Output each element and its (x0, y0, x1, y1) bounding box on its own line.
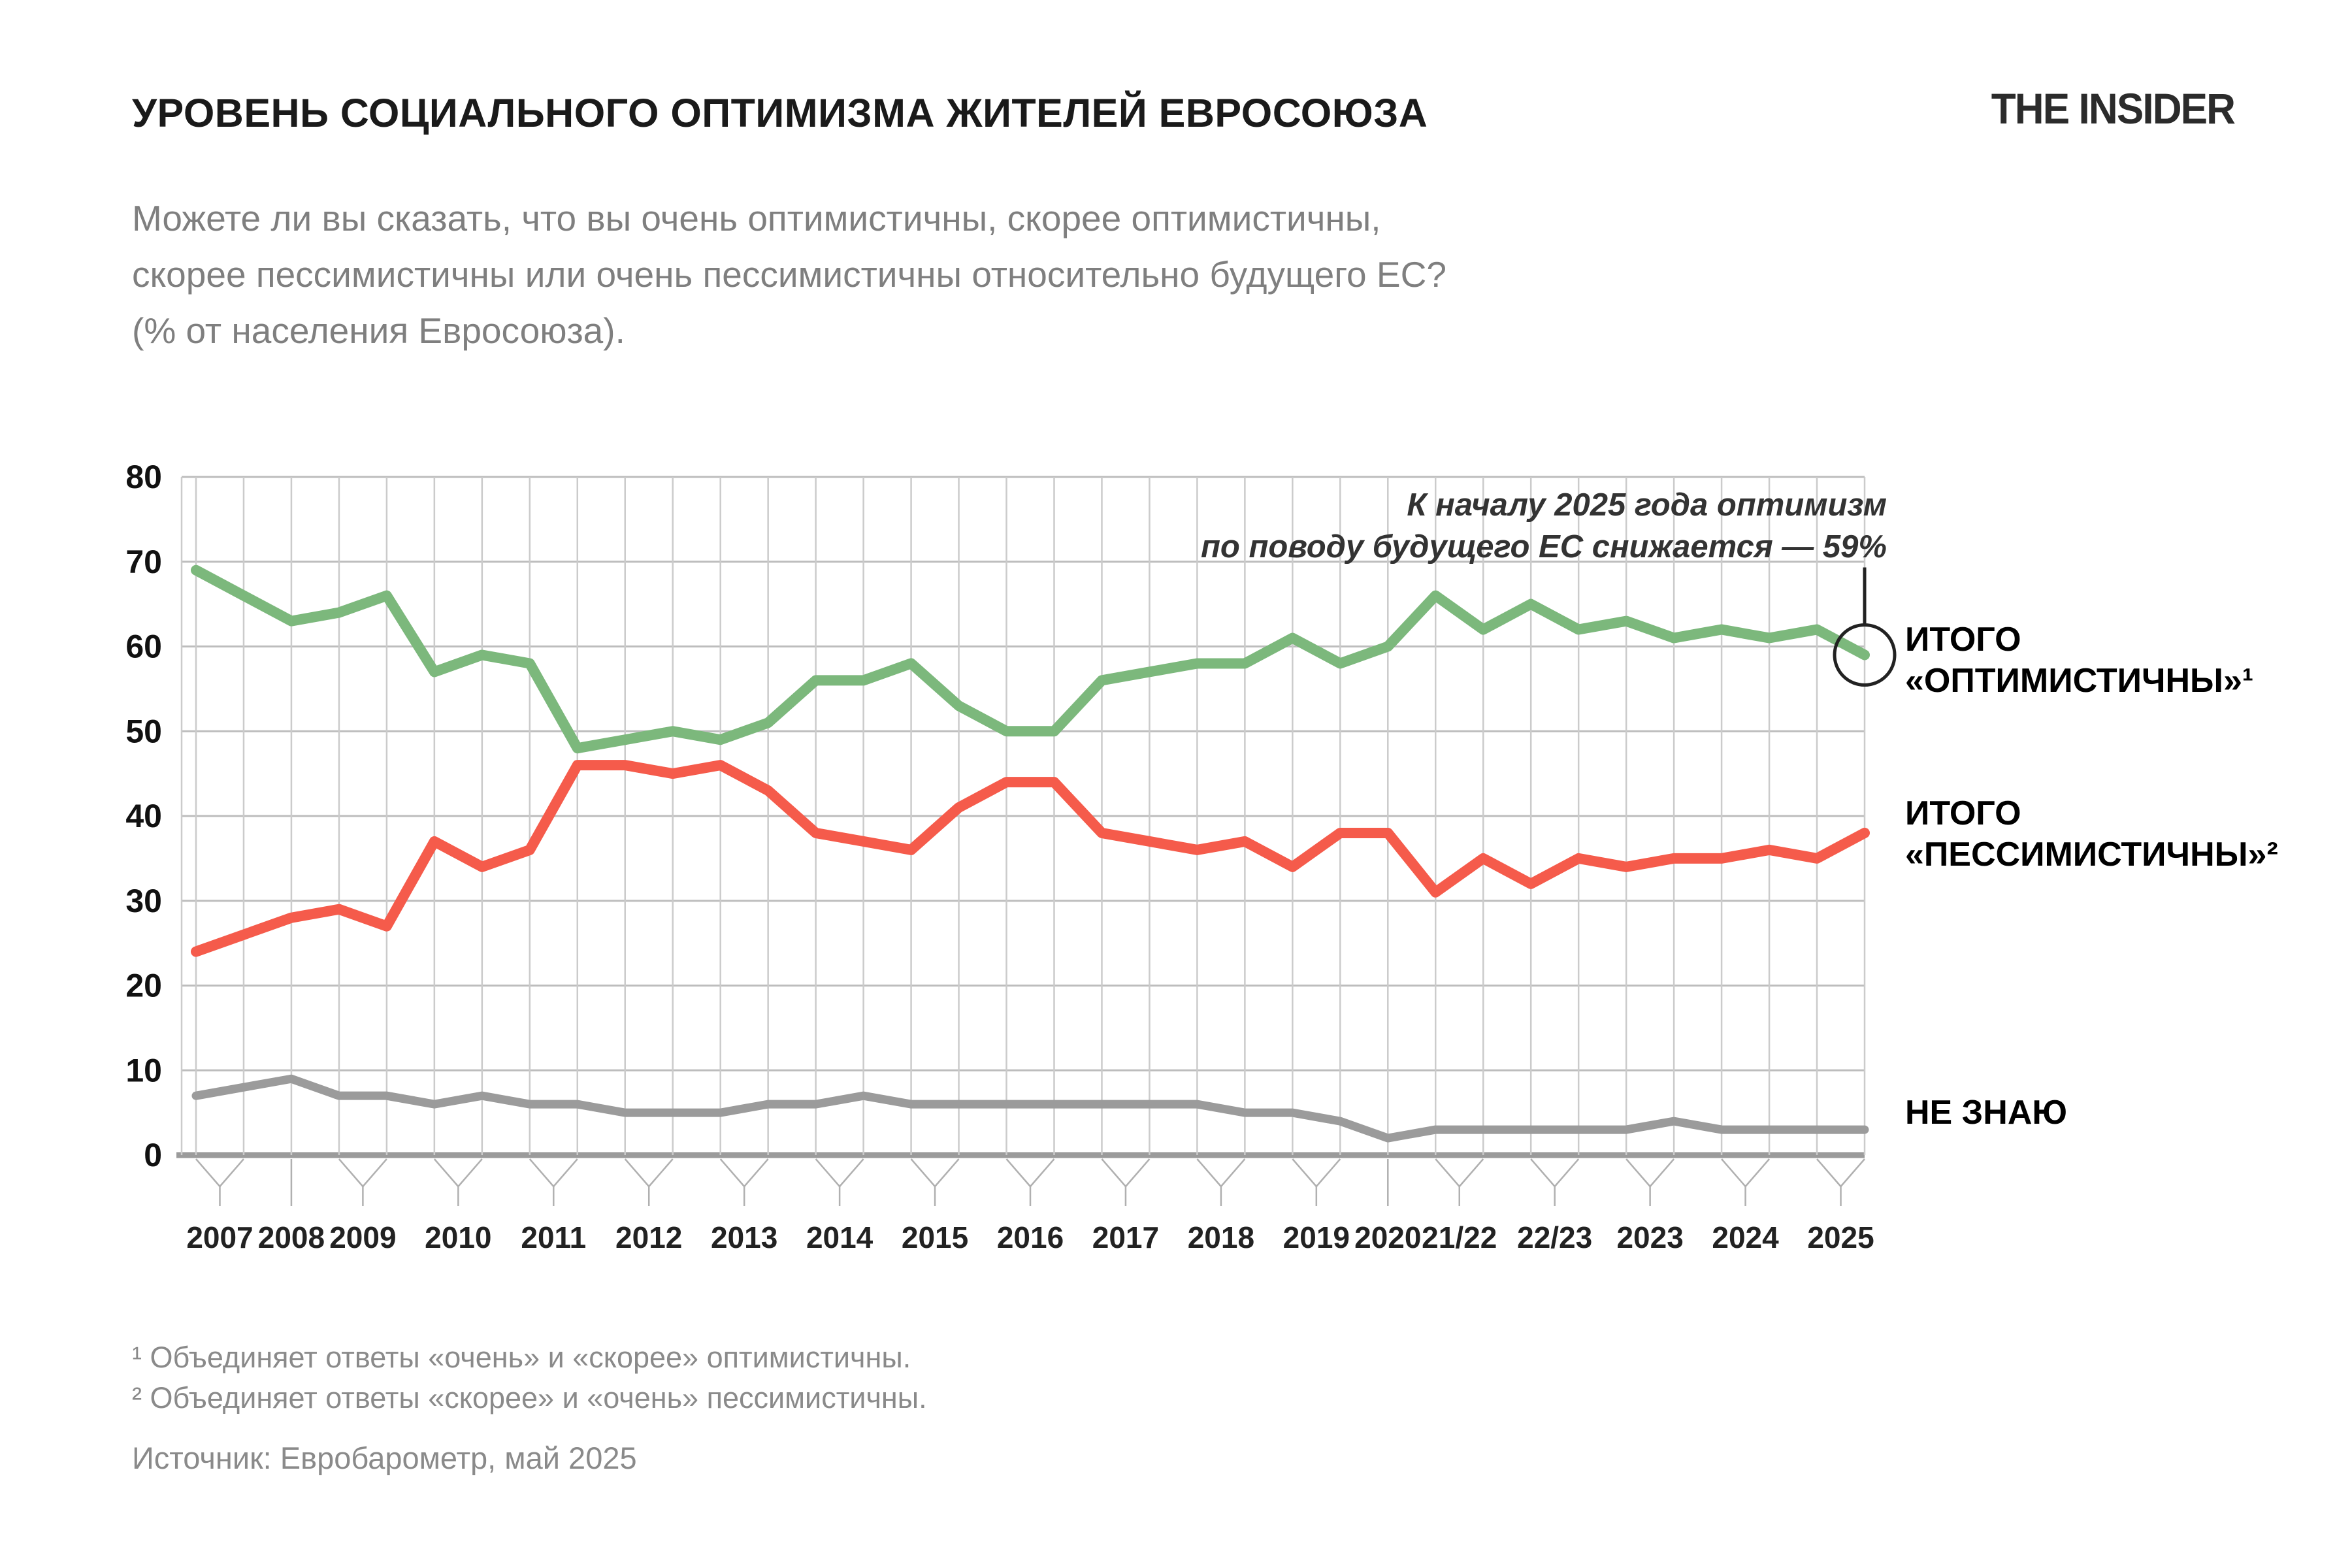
legend-pessimistic-line-2: «ПЕССИМИСТИЧНЫ»² (1905, 836, 2278, 874)
x-tick-fork (362, 1158, 387, 1187)
x-tick-fork (553, 1158, 578, 1187)
x-tick-label: 2009 (329, 1220, 396, 1254)
y-tick-label: 80 (125, 459, 162, 495)
x-tick-label: 2008 (258, 1220, 325, 1254)
series-line-pessimistic (191, 760, 1870, 957)
x-tick-fork (195, 1158, 221, 1187)
y-tick-label: 60 (125, 629, 162, 665)
x-tick-label: 2020 (1354, 1220, 1421, 1254)
x-tick-fork (1840, 1158, 1865, 1187)
x-tick-fork (1744, 1158, 1771, 1187)
x-tick-fork (1554, 1158, 1580, 1187)
x-tick-fork (1625, 1158, 1651, 1187)
x-tick-fork (433, 1158, 459, 1187)
annotation-line-2: по поводу будущего ЕС снижается — 59% (1200, 529, 1887, 564)
x-tick-fork (1220, 1158, 1246, 1187)
x-tick-label: 2011 (521, 1220, 586, 1254)
series-line-optimistic (191, 564, 1870, 754)
footnote-2: ² Объединяет ответы «скорее» и «очень» п… (132, 1381, 927, 1414)
y-tick-label: 20 (125, 968, 162, 1004)
chart-subtitle: Можете ли вы сказать, что вы очень оптим… (132, 191, 1446, 359)
y-tick-label: 50 (125, 713, 162, 749)
highlight-circle (1833, 623, 1897, 687)
the-insider-logo: THE INSIDER (1991, 84, 2236, 133)
x-tick-fork (1315, 1158, 1341, 1187)
x-tick-label: 2017 (1092, 1220, 1159, 1254)
x-tick-fork (1721, 1158, 1746, 1187)
y-tick-label: 10 (125, 1052, 162, 1088)
x-tick-label: 2012 (615, 1220, 682, 1254)
y-tick-label: 70 (125, 544, 162, 580)
x-tick-fork (529, 1158, 555, 1187)
x-tick-label: 2007 (186, 1220, 253, 1254)
x-tick-label: 22/23 (1517, 1220, 1592, 1254)
annotation-line-1: К началу 2025 года оптимизм (1407, 487, 1887, 523)
x-tick-label: 2015 (902, 1220, 968, 1254)
x-tick-fork (648, 1158, 674, 1187)
x-tick-label: 2024 (1712, 1220, 1779, 1254)
x-tick-fork (1196, 1158, 1222, 1187)
legend-optimistic-line-1: ИТОГО (1905, 621, 2021, 659)
x-tick-fork (839, 1158, 864, 1187)
legend-pessimistic-label: ИТОГО «ПЕССИМИСТИЧНЫ»² (1905, 793, 2278, 876)
x-tick-fork (1124, 1158, 1151, 1187)
legend-optimistic-label: ИТОГО «ОПТИМИСТИЧНЫ»¹ (1905, 619, 2253, 702)
x-tick-fork (910, 1158, 936, 1187)
y-tick-label: 0 (144, 1137, 162, 1173)
footnote-1: ¹ Объединяет ответы «очень» и «скорее» о… (132, 1341, 911, 1374)
x-tick-fork (624, 1158, 650, 1187)
x-tick-label: 2016 (997, 1220, 1064, 1254)
x-tick-label: 2023 (1616, 1220, 1683, 1254)
x-tick-fork (719, 1158, 745, 1187)
y-tick-label: 40 (125, 798, 162, 834)
x-tick-label: 21/22 (1422, 1220, 1497, 1254)
x-tick-fork (1458, 1158, 1484, 1187)
x-tick-fork (219, 1158, 244, 1187)
x-tick-fork (743, 1158, 769, 1187)
x-tick-label: 2010 (425, 1220, 491, 1254)
x-tick-fork (1005, 1158, 1031, 1187)
legend-dont-know-label: НЕ ЗНАЮ (1905, 1094, 2067, 1132)
x-tick-fork (1649, 1158, 1675, 1187)
series-line-dont_know (191, 1074, 1869, 1143)
x-tick-label: 2019 (1283, 1220, 1350, 1254)
chart-annotation: К началу 2025 года оптимизм по поводу бу… (1201, 485, 1887, 568)
x-tick-fork (815, 1158, 841, 1187)
x-tick-fork (338, 1158, 364, 1187)
y-tick-label: 30 (125, 883, 162, 919)
source-note: Источник: Евробарометр, май 2025 (132, 1441, 637, 1475)
x-tick-fork (1530, 1158, 1556, 1187)
x-tick-fork (1101, 1158, 1126, 1187)
x-tick-fork (934, 1158, 960, 1187)
x-tick-label: 2014 (806, 1220, 874, 1254)
x-tick-fork (1030, 1158, 1055, 1187)
x-tick-label: 2018 (1188, 1220, 1254, 1254)
x-tick-fork (1435, 1158, 1460, 1187)
subtitle-line-3: (% от населения Евросоюза). (132, 310, 625, 351)
x-tick-fork (1292, 1158, 1317, 1187)
legend-pessimistic-line-1: ИТОГО (1905, 794, 2021, 832)
x-tick-label: 2013 (711, 1220, 777, 1254)
x-tick-fork (457, 1158, 483, 1187)
x-tick-label: 2025 (1807, 1220, 1874, 1254)
page-title: УРОВЕНЬ СОЦИАЛЬНОГО ОПТИМИЗМА ЖИТЕЛЕЙ ЕВ… (132, 91, 1428, 135)
subtitle-line-2: скорее пессимистичны или очень пессимист… (132, 253, 1446, 295)
subtitle-line-1: Можете ли вы сказать, что вы очень оптим… (132, 198, 1381, 238)
legend-optimistic-line-2: «ОПТИМИСТИЧНЫ»¹ (1905, 662, 2254, 700)
x-tick-fork (1816, 1158, 1842, 1187)
